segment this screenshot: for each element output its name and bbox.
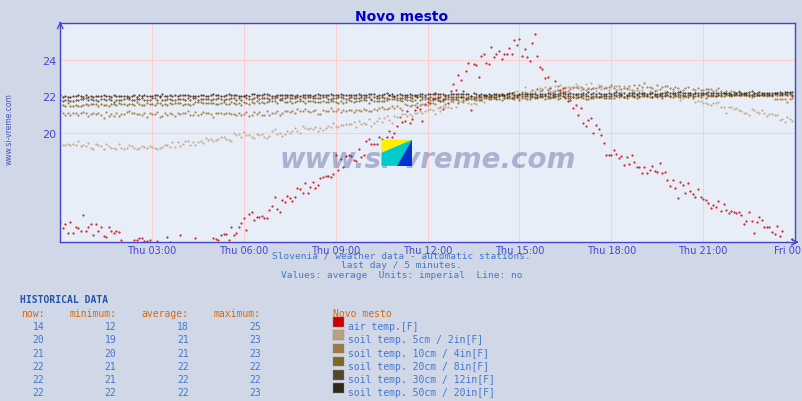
Text: last day / 5 minutes.: last day / 5 minutes. bbox=[341, 261, 461, 269]
Polygon shape bbox=[396, 140, 411, 166]
Text: soil temp. 50cm / 20in[F]: soil temp. 50cm / 20in[F] bbox=[347, 387, 494, 397]
Text: Values: average  Units: imperial  Line: no: Values: average Units: imperial Line: no bbox=[281, 271, 521, 279]
Text: 22: 22 bbox=[32, 361, 44, 371]
Text: 12: 12 bbox=[104, 321, 116, 331]
Text: soil temp. 20cm / 8in[F]: soil temp. 20cm / 8in[F] bbox=[347, 361, 488, 371]
Polygon shape bbox=[381, 140, 411, 154]
Text: 20: 20 bbox=[32, 334, 44, 344]
Text: soil temp. 5cm / 2in[F]: soil temp. 5cm / 2in[F] bbox=[347, 334, 482, 344]
Text: air temp.[F]: air temp.[F] bbox=[347, 321, 418, 331]
Text: 22: 22 bbox=[176, 361, 188, 371]
Text: 21: 21 bbox=[176, 348, 188, 358]
Polygon shape bbox=[381, 140, 411, 166]
Text: Novo mesto: Novo mesto bbox=[333, 308, 391, 318]
Text: soil temp. 30cm / 12in[F]: soil temp. 30cm / 12in[F] bbox=[347, 374, 494, 384]
Text: 19: 19 bbox=[104, 334, 116, 344]
Text: 23: 23 bbox=[249, 348, 261, 358]
Text: 23: 23 bbox=[249, 387, 261, 397]
Text: Novo mesto: Novo mesto bbox=[354, 10, 448, 24]
Text: HISTORICAL DATA: HISTORICAL DATA bbox=[20, 295, 108, 305]
Text: Slovenia / weather data - automatic stations.: Slovenia / weather data - automatic stat… bbox=[272, 251, 530, 259]
Text: 22: 22 bbox=[32, 374, 44, 384]
Text: 21: 21 bbox=[32, 348, 44, 358]
Text: 22: 22 bbox=[249, 361, 261, 371]
Text: 21: 21 bbox=[104, 361, 116, 371]
Text: www.si-vreme.com: www.si-vreme.com bbox=[5, 93, 14, 164]
Text: 14: 14 bbox=[32, 321, 44, 331]
Text: average:: average: bbox=[141, 308, 188, 318]
Text: now:: now: bbox=[21, 308, 44, 318]
Text: 22: 22 bbox=[104, 387, 116, 397]
Text: 21: 21 bbox=[176, 334, 188, 344]
Text: 21: 21 bbox=[104, 374, 116, 384]
Text: soil temp. 10cm / 4in[F]: soil temp. 10cm / 4in[F] bbox=[347, 348, 488, 358]
Text: 22: 22 bbox=[32, 387, 44, 397]
Text: 22: 22 bbox=[249, 374, 261, 384]
Text: 20: 20 bbox=[104, 348, 116, 358]
Text: 23: 23 bbox=[249, 334, 261, 344]
Text: maximum:: maximum: bbox=[213, 308, 261, 318]
Text: 18: 18 bbox=[176, 321, 188, 331]
Text: 22: 22 bbox=[176, 374, 188, 384]
Text: 25: 25 bbox=[249, 321, 261, 331]
Text: www.si-vreme.com: www.si-vreme.com bbox=[279, 146, 575, 174]
Text: minimum:: minimum: bbox=[69, 308, 116, 318]
Text: 22: 22 bbox=[176, 387, 188, 397]
